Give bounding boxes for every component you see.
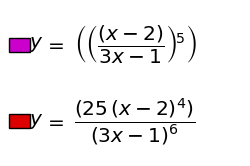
- Bar: [9, 114, 30, 128]
- Text: $\left(\left(\dfrac{(x-2)}{3x-1}\right)^{\!5}\right)$: $\left(\left(\dfrac{(x-2)}{3x-1}\right)^…: [74, 24, 196, 66]
- Text: $=$: $=$: [44, 112, 64, 131]
- Text: $y$: $y$: [29, 35, 43, 54]
- Text: $\dfrac{(25\,(x-2)^{4})}{(3x-1)^{6}}$: $\dfrac{(25\,(x-2)^{4})}{(3x-1)^{6}}$: [74, 96, 195, 147]
- Text: $=$: $=$: [44, 35, 64, 54]
- Bar: [9, 38, 30, 52]
- Text: $y$: $y$: [29, 112, 43, 131]
